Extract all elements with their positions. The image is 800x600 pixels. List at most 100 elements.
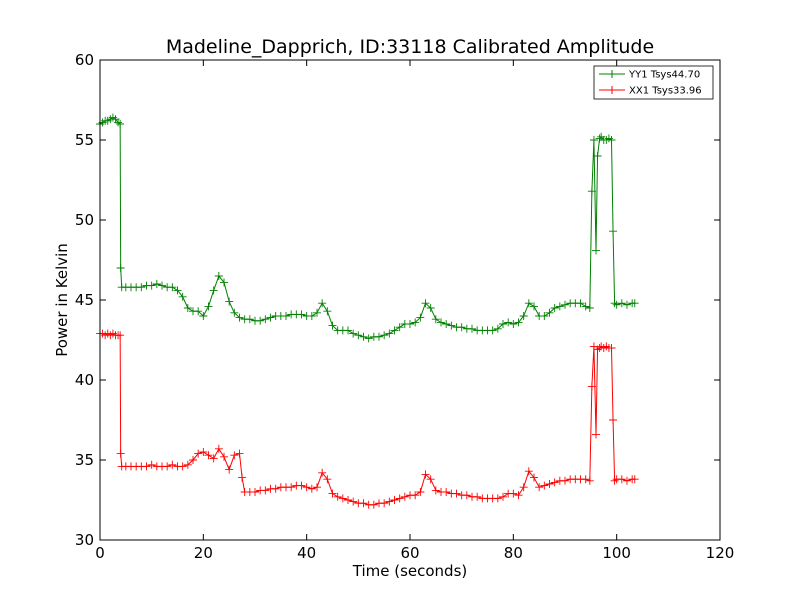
data-point (271, 484, 280, 493)
data-point (514, 491, 523, 500)
data-point (416, 488, 425, 496)
data-point (385, 497, 394, 506)
data-point (359, 499, 368, 508)
data-point (245, 315, 254, 324)
data-point (595, 134, 604, 143)
data-point (473, 492, 482, 501)
data-point (256, 316, 265, 325)
data-point (323, 475, 332, 484)
data-point (209, 454, 218, 463)
data-point (194, 307, 203, 316)
data-point (457, 323, 466, 332)
data-point (493, 324, 502, 333)
data-point (390, 496, 399, 504)
data-point (589, 136, 598, 144)
y-tick-label: 50 (75, 211, 94, 229)
data-point (307, 312, 316, 320)
data-point (468, 324, 476, 333)
data-point (238, 473, 247, 482)
legend-marker-yy1 (608, 70, 616, 78)
data-point (183, 460, 192, 469)
data-point (168, 460, 177, 469)
data-point (545, 480, 554, 488)
data-point (333, 492, 342, 501)
data-point (158, 281, 166, 290)
data-point (540, 312, 549, 320)
data-point (297, 310, 306, 319)
legend-label-yy1: YY1 Tsys44.70 (628, 70, 700, 81)
data-point (623, 300, 631, 309)
chart-title: Madeline_Dapprich, ID:33118 Calibrated A… (166, 36, 654, 58)
data-point (587, 382, 596, 391)
data-point (147, 460, 156, 469)
data-point (282, 312, 290, 320)
data-point (235, 449, 244, 458)
data-point (592, 430, 600, 439)
data-point (593, 345, 602, 354)
data-point (462, 491, 471, 500)
data-point (609, 416, 618, 424)
data-point (328, 321, 337, 330)
data-point (524, 299, 533, 308)
data-point (509, 489, 518, 498)
data-point (612, 300, 621, 309)
data-point (390, 326, 399, 335)
data-point (421, 470, 430, 479)
data-point (592, 246, 600, 255)
y-axis-label: Power in Kelvin (53, 243, 71, 357)
series-1 (96, 329, 639, 509)
x-tick-label: 80 (504, 544, 523, 562)
data-point (421, 299, 430, 308)
data-point (630, 299, 639, 308)
data-point (493, 494, 502, 503)
data-point (349, 329, 358, 338)
data-point (610, 476, 619, 485)
data-point (307, 484, 316, 493)
legend-box (593, 65, 714, 100)
data-point (318, 299, 327, 308)
data-point (380, 499, 389, 508)
data-point (344, 326, 352, 335)
data-point (183, 304, 192, 312)
data-point (400, 492, 409, 501)
data-point (550, 478, 559, 487)
x-tick-label: 40 (297, 544, 316, 562)
data-point (607, 136, 616, 144)
x-tick-label: 120 (706, 544, 735, 562)
series-0 (96, 113, 639, 343)
data-point (561, 476, 569, 485)
data-point (230, 451, 239, 460)
data-point (499, 492, 507, 501)
data-point (114, 118, 123, 127)
data-point (152, 280, 161, 288)
data-point (447, 321, 456, 330)
data-point (395, 494, 404, 503)
data-point (380, 331, 389, 340)
data-point (230, 308, 239, 317)
data-point (173, 286, 182, 295)
data-point (235, 313, 244, 322)
data-point (163, 462, 172, 471)
data-point (623, 476, 631, 485)
data-point (287, 483, 296, 492)
data-point (214, 444, 223, 453)
data-point (530, 473, 538, 482)
data-point (116, 120, 125, 128)
data-point (178, 462, 187, 471)
plot-area (96, 113, 639, 509)
y-tick-label: 45 (75, 291, 94, 309)
data-point (442, 320, 451, 328)
data-point (147, 281, 156, 290)
data-point (209, 286, 218, 295)
data-point (561, 300, 569, 309)
data-point (431, 486, 440, 495)
data-point (411, 318, 420, 327)
x-axis-label: Time (seconds) (352, 562, 468, 580)
legend-label-xx1: XX1 Tsys33.96 (629, 86, 702, 97)
data-point (617, 299, 626, 308)
y-tick-label: 30 (75, 531, 94, 549)
data-point (261, 315, 270, 324)
data-point (426, 304, 435, 312)
data-point (178, 292, 187, 301)
